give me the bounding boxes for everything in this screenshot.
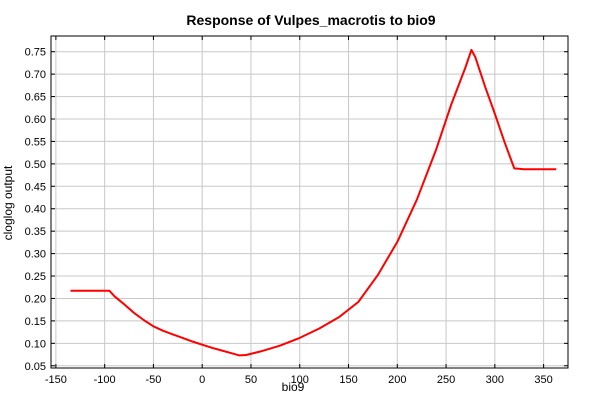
y-axis-tick-labels: 0.05 0.10 0.15 0.20 0.25 0.30 0.35 0.40 0.45 0.50… bbox=[25, 47, 46, 373]
y-tick-label: 0.60 bbox=[25, 114, 46, 126]
x-axis-tick-labels: -150 -100 -50 0 50 100 150 200 250 300 350 bbox=[45, 374, 553, 386]
x-tick-label: 350 bbox=[534, 374, 552, 386]
y-tick-label: 0.10 bbox=[25, 338, 46, 350]
x-axis-label: bio9 bbox=[282, 380, 305, 394]
x-tick-label: -50 bbox=[145, 374, 161, 386]
x-tick-label: 250 bbox=[437, 374, 455, 386]
y-tick-label: 0.65 bbox=[25, 92, 46, 104]
series-line bbox=[70, 48, 557, 357]
y-tick-label: 0.75 bbox=[25, 47, 46, 59]
x-tick-label: 300 bbox=[486, 374, 504, 386]
y-tick-label: 0.50 bbox=[25, 159, 46, 171]
y-tick-label: 0.15 bbox=[25, 316, 46, 328]
y-tick-label: 0.70 bbox=[25, 69, 46, 81]
plot-frame bbox=[50, 35, 569, 369]
y-tick-label: 0.05 bbox=[25, 361, 46, 373]
series-layer bbox=[70, 48, 557, 357]
y-tick-label: 0.20 bbox=[25, 293, 46, 305]
y-tick-label: 0.35 bbox=[25, 226, 46, 238]
y-tick-label: 0.30 bbox=[25, 249, 46, 261]
y-tick-label: 0.55 bbox=[25, 136, 46, 148]
y-tick-label: 0.25 bbox=[25, 271, 46, 283]
x-tick-label: 100 bbox=[291, 374, 309, 386]
x-tick-label: 150 bbox=[339, 374, 357, 386]
chart-title: Response of Vulpes_macrotis to bio9 bbox=[186, 12, 435, 28]
y-tick-label: 0.40 bbox=[25, 204, 46, 216]
x-tick-label: -150 bbox=[45, 374, 67, 386]
x-tick-label: 0 bbox=[199, 374, 205, 386]
grid-lines bbox=[51, 36, 568, 368]
y-tick-label: 0.45 bbox=[25, 181, 46, 193]
x-tick-label: -100 bbox=[94, 374, 116, 386]
x-tick-label: 200 bbox=[388, 374, 406, 386]
y-axis-label: cloglog output bbox=[1, 165, 15, 240]
x-tick-label: 50 bbox=[245, 374, 257, 386]
axis-ticks bbox=[51, 36, 568, 368]
